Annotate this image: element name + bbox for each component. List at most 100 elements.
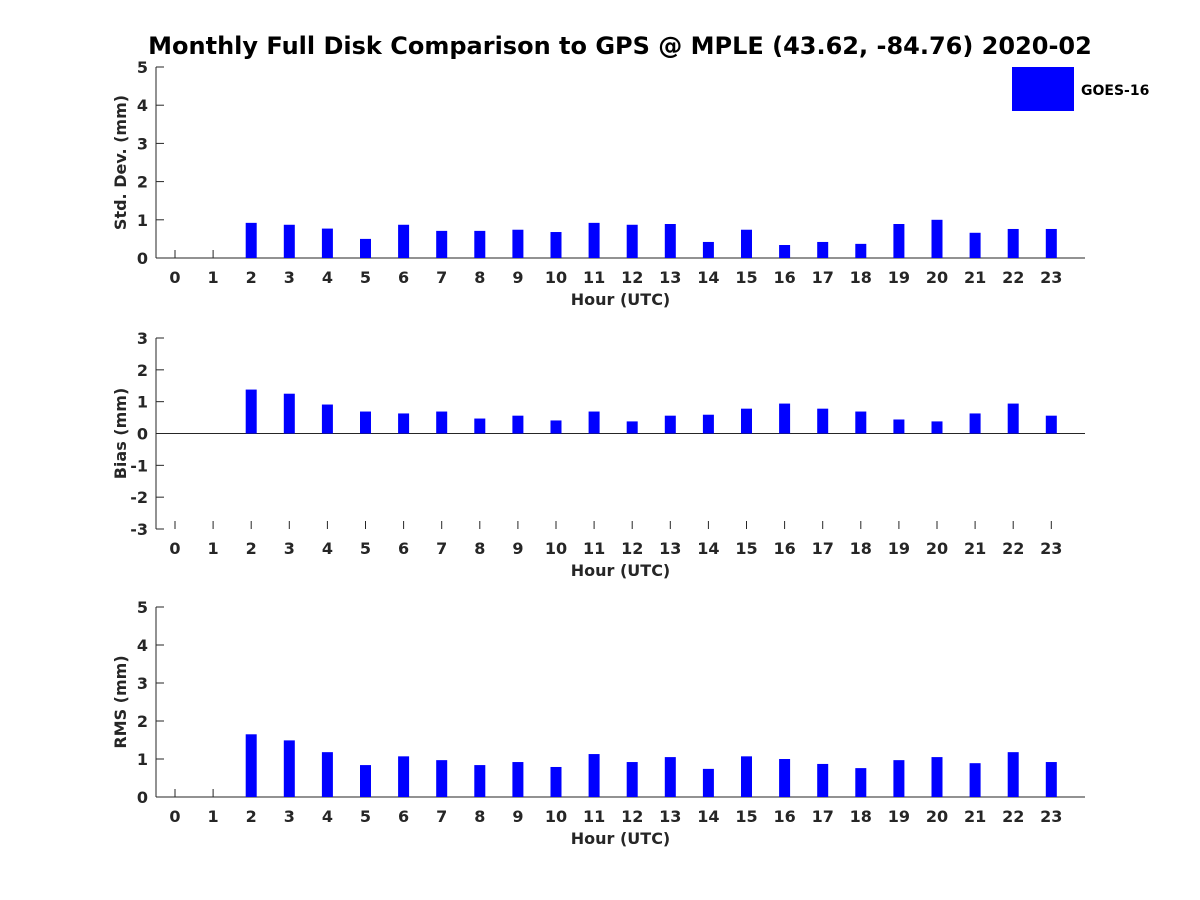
x-tick-label: 17 — [812, 539, 834, 558]
x-tick-label: 10 — [545, 268, 567, 287]
bar-hour-17 — [817, 763, 829, 797]
bar-hour-19 — [893, 419, 905, 434]
legend-label-goes16: GOES-16 — [1081, 83, 1149, 99]
y-axis-label: Bias (mm) — [111, 388, 130, 480]
bar-hour-8 — [474, 418, 486, 434]
y-tick-label: 4 — [137, 96, 148, 115]
bar-hour-2 — [245, 222, 257, 258]
x-tick-label: 12 — [621, 268, 643, 287]
x-tick-label: 21 — [964, 807, 986, 826]
x-tick-label: 17 — [812, 268, 834, 287]
bar-hour-16 — [779, 403, 791, 434]
bar-hour-14 — [702, 241, 714, 258]
x-tick-label: 6 — [398, 539, 409, 558]
chart-title: Monthly Full Disk Comparison to GPS @ MP… — [148, 32, 1092, 60]
bar-hour-3 — [283, 224, 295, 258]
bar-hour-14 — [702, 768, 714, 797]
bar-hour-11 — [588, 222, 600, 258]
bar-hour-18 — [855, 243, 867, 258]
x-tick-label: 9 — [512, 539, 523, 558]
bar-hour-20 — [931, 421, 943, 434]
x-tick-label: 17 — [812, 807, 834, 826]
bar-hour-2 — [245, 389, 257, 434]
x-tick-label: 20 — [926, 539, 948, 558]
x-tick-label: 6 — [398, 807, 409, 826]
x-tick-label: 21 — [964, 539, 986, 558]
x-tick-label: 14 — [697, 268, 719, 287]
x-tick-label: 14 — [697, 807, 719, 826]
bar-hour-13 — [664, 224, 676, 258]
x-tick-label: 4 — [322, 807, 333, 826]
y-axis-label: Std. Dev. (mm) — [111, 95, 130, 230]
y-tick-label: 5 — [137, 58, 148, 77]
bar-hour-7 — [436, 230, 448, 258]
bar-hour-4 — [321, 752, 333, 797]
x-tick-label: 15 — [735, 807, 757, 826]
bar-hour-5 — [360, 411, 371, 434]
x-tick-label: 22 — [1002, 807, 1024, 826]
y-tick-label: 3 — [137, 674, 148, 693]
x-tick-label: 20 — [926, 807, 948, 826]
x-tick-label: 7 — [436, 807, 447, 826]
x-tick-label: 15 — [735, 539, 757, 558]
y-tick-label: 0 — [137, 788, 148, 807]
bar-hour-15 — [741, 756, 752, 797]
bar-hour-10 — [550, 420, 562, 434]
x-tick-label: 23 — [1040, 268, 1062, 287]
bar-hour-6 — [398, 413, 410, 434]
legend: GOES-16 — [1012, 67, 1149, 111]
bar-hour-20 — [931, 757, 943, 797]
bar-hour-12 — [626, 421, 638, 434]
x-tick-label: 9 — [512, 807, 523, 826]
x-tick-label: 3 — [284, 539, 295, 558]
x-tick-label: 18 — [850, 268, 872, 287]
y-tick-label: -2 — [130, 488, 148, 507]
bar-hour-21 — [969, 763, 981, 797]
legend-swatch-goes16 — [1012, 67, 1074, 111]
bar-hour-23 — [1045, 762, 1057, 797]
x-tick-label: 5 — [360, 268, 371, 287]
bar-hour-18 — [855, 411, 867, 434]
y-tick-label: 1 — [137, 393, 148, 412]
x-tick-label: 5 — [360, 807, 371, 826]
bar-hour-10 — [550, 766, 562, 797]
x-axis-label: Hour (UTC) — [571, 561, 671, 580]
x-tick-label: 20 — [926, 268, 948, 287]
bar-hour-22 — [1007, 228, 1019, 258]
x-tick-label: 2 — [246, 807, 257, 826]
bar-hour-22 — [1007, 752, 1019, 797]
bar-hour-6 — [398, 756, 410, 797]
x-tick-label: 1 — [208, 539, 219, 558]
bar-hour-16 — [779, 759, 791, 797]
x-tick-label: 4 — [322, 539, 333, 558]
x-axis-label: Hour (UTC) — [571, 290, 671, 309]
bar-hour-13 — [664, 757, 676, 797]
x-tick-label: 13 — [659, 807, 681, 826]
y-tick-label: 1 — [137, 211, 148, 230]
bar-hour-17 — [817, 408, 829, 434]
x-tick-label: 10 — [545, 807, 567, 826]
bar-hour-5 — [360, 238, 371, 258]
x-tick-label: 13 — [659, 268, 681, 287]
y-tick-label: 3 — [137, 329, 148, 348]
x-tick-label: 7 — [436, 268, 447, 287]
x-tick-label: 9 — [512, 268, 523, 287]
y-tick-label: 0 — [137, 425, 148, 444]
x-tick-label: 8 — [474, 268, 485, 287]
bar-hour-14 — [702, 414, 714, 434]
y-tick-label: 4 — [137, 636, 148, 655]
x-tick-label: 10 — [545, 539, 567, 558]
x-tick-label: 15 — [735, 268, 757, 287]
bar-hour-12 — [626, 224, 638, 258]
x-tick-label: 18 — [850, 539, 872, 558]
bar-hour-2 — [245, 734, 257, 797]
y-tick-label: 5 — [137, 598, 148, 617]
x-tick-label: 8 — [474, 539, 485, 558]
x-tick-label: 23 — [1040, 807, 1062, 826]
y-axis-label: RMS (mm) — [111, 655, 130, 748]
x-axis-label: Hour (UTC) — [571, 829, 671, 848]
x-tick-label: 16 — [773, 807, 795, 826]
